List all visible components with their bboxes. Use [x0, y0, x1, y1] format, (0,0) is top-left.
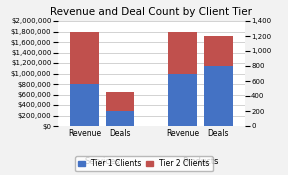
Bar — [70, 84, 99, 126]
Bar — [105, 111, 134, 126]
Title: Revenue and Deal Count by Client Tier: Revenue and Deal Count by Client Tier — [50, 8, 252, 18]
Bar — [204, 66, 232, 126]
Bar — [168, 32, 197, 74]
Text: Services: Services — [84, 158, 120, 166]
Bar — [70, 32, 99, 84]
Legend: Tier 1 Clients, Tier 2 Clients: Tier 1 Clients, Tier 2 Clients — [75, 156, 213, 171]
Bar — [168, 74, 197, 126]
Bar — [204, 36, 232, 66]
Bar — [105, 92, 134, 111]
Text: Products: Products — [182, 158, 219, 166]
